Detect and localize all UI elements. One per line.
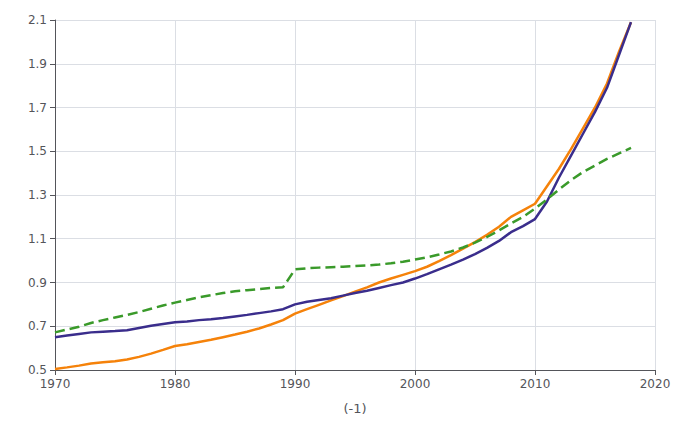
svg-text:0.5: 0.5 [28, 363, 47, 377]
svg-text:1970: 1970 [40, 377, 71, 391]
svg-text:2020: 2020 [640, 377, 671, 391]
svg-text:2000: 2000 [400, 377, 431, 391]
svg-text:1.7: 1.7 [28, 101, 47, 115]
svg-text:0.9: 0.9 [28, 276, 47, 290]
svg-text:0.7: 0.7 [28, 319, 47, 333]
svg-text:1990: 1990 [280, 377, 311, 391]
svg-text:1.1: 1.1 [28, 232, 47, 246]
svg-text:2.1: 2.1 [28, 13, 47, 27]
svg-text:1.3: 1.3 [28, 188, 47, 202]
svg-text:(-1): (-1) [343, 401, 366, 416]
svg-text:1.9: 1.9 [28, 57, 47, 71]
svg-text:1.5: 1.5 [28, 144, 47, 158]
svg-text:1980: 1980 [160, 377, 191, 391]
svg-text:2010: 2010 [520, 377, 551, 391]
